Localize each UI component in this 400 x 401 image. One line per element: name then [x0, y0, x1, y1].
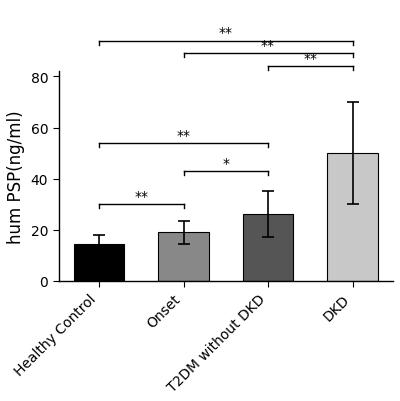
Bar	[327, 154, 378, 281]
Text: **: **	[303, 52, 317, 66]
Bar	[74, 244, 124, 281]
Bar	[243, 215, 293, 281]
Y-axis label: hum PSP(ng/ml): hum PSP(ng/ml)	[7, 110, 25, 243]
Text: *: *	[222, 156, 229, 170]
Bar	[158, 233, 209, 281]
Text: **: **	[176, 128, 190, 142]
Text: **: **	[134, 189, 148, 203]
Text: **: **	[219, 26, 233, 41]
Text: **: **	[261, 39, 275, 53]
